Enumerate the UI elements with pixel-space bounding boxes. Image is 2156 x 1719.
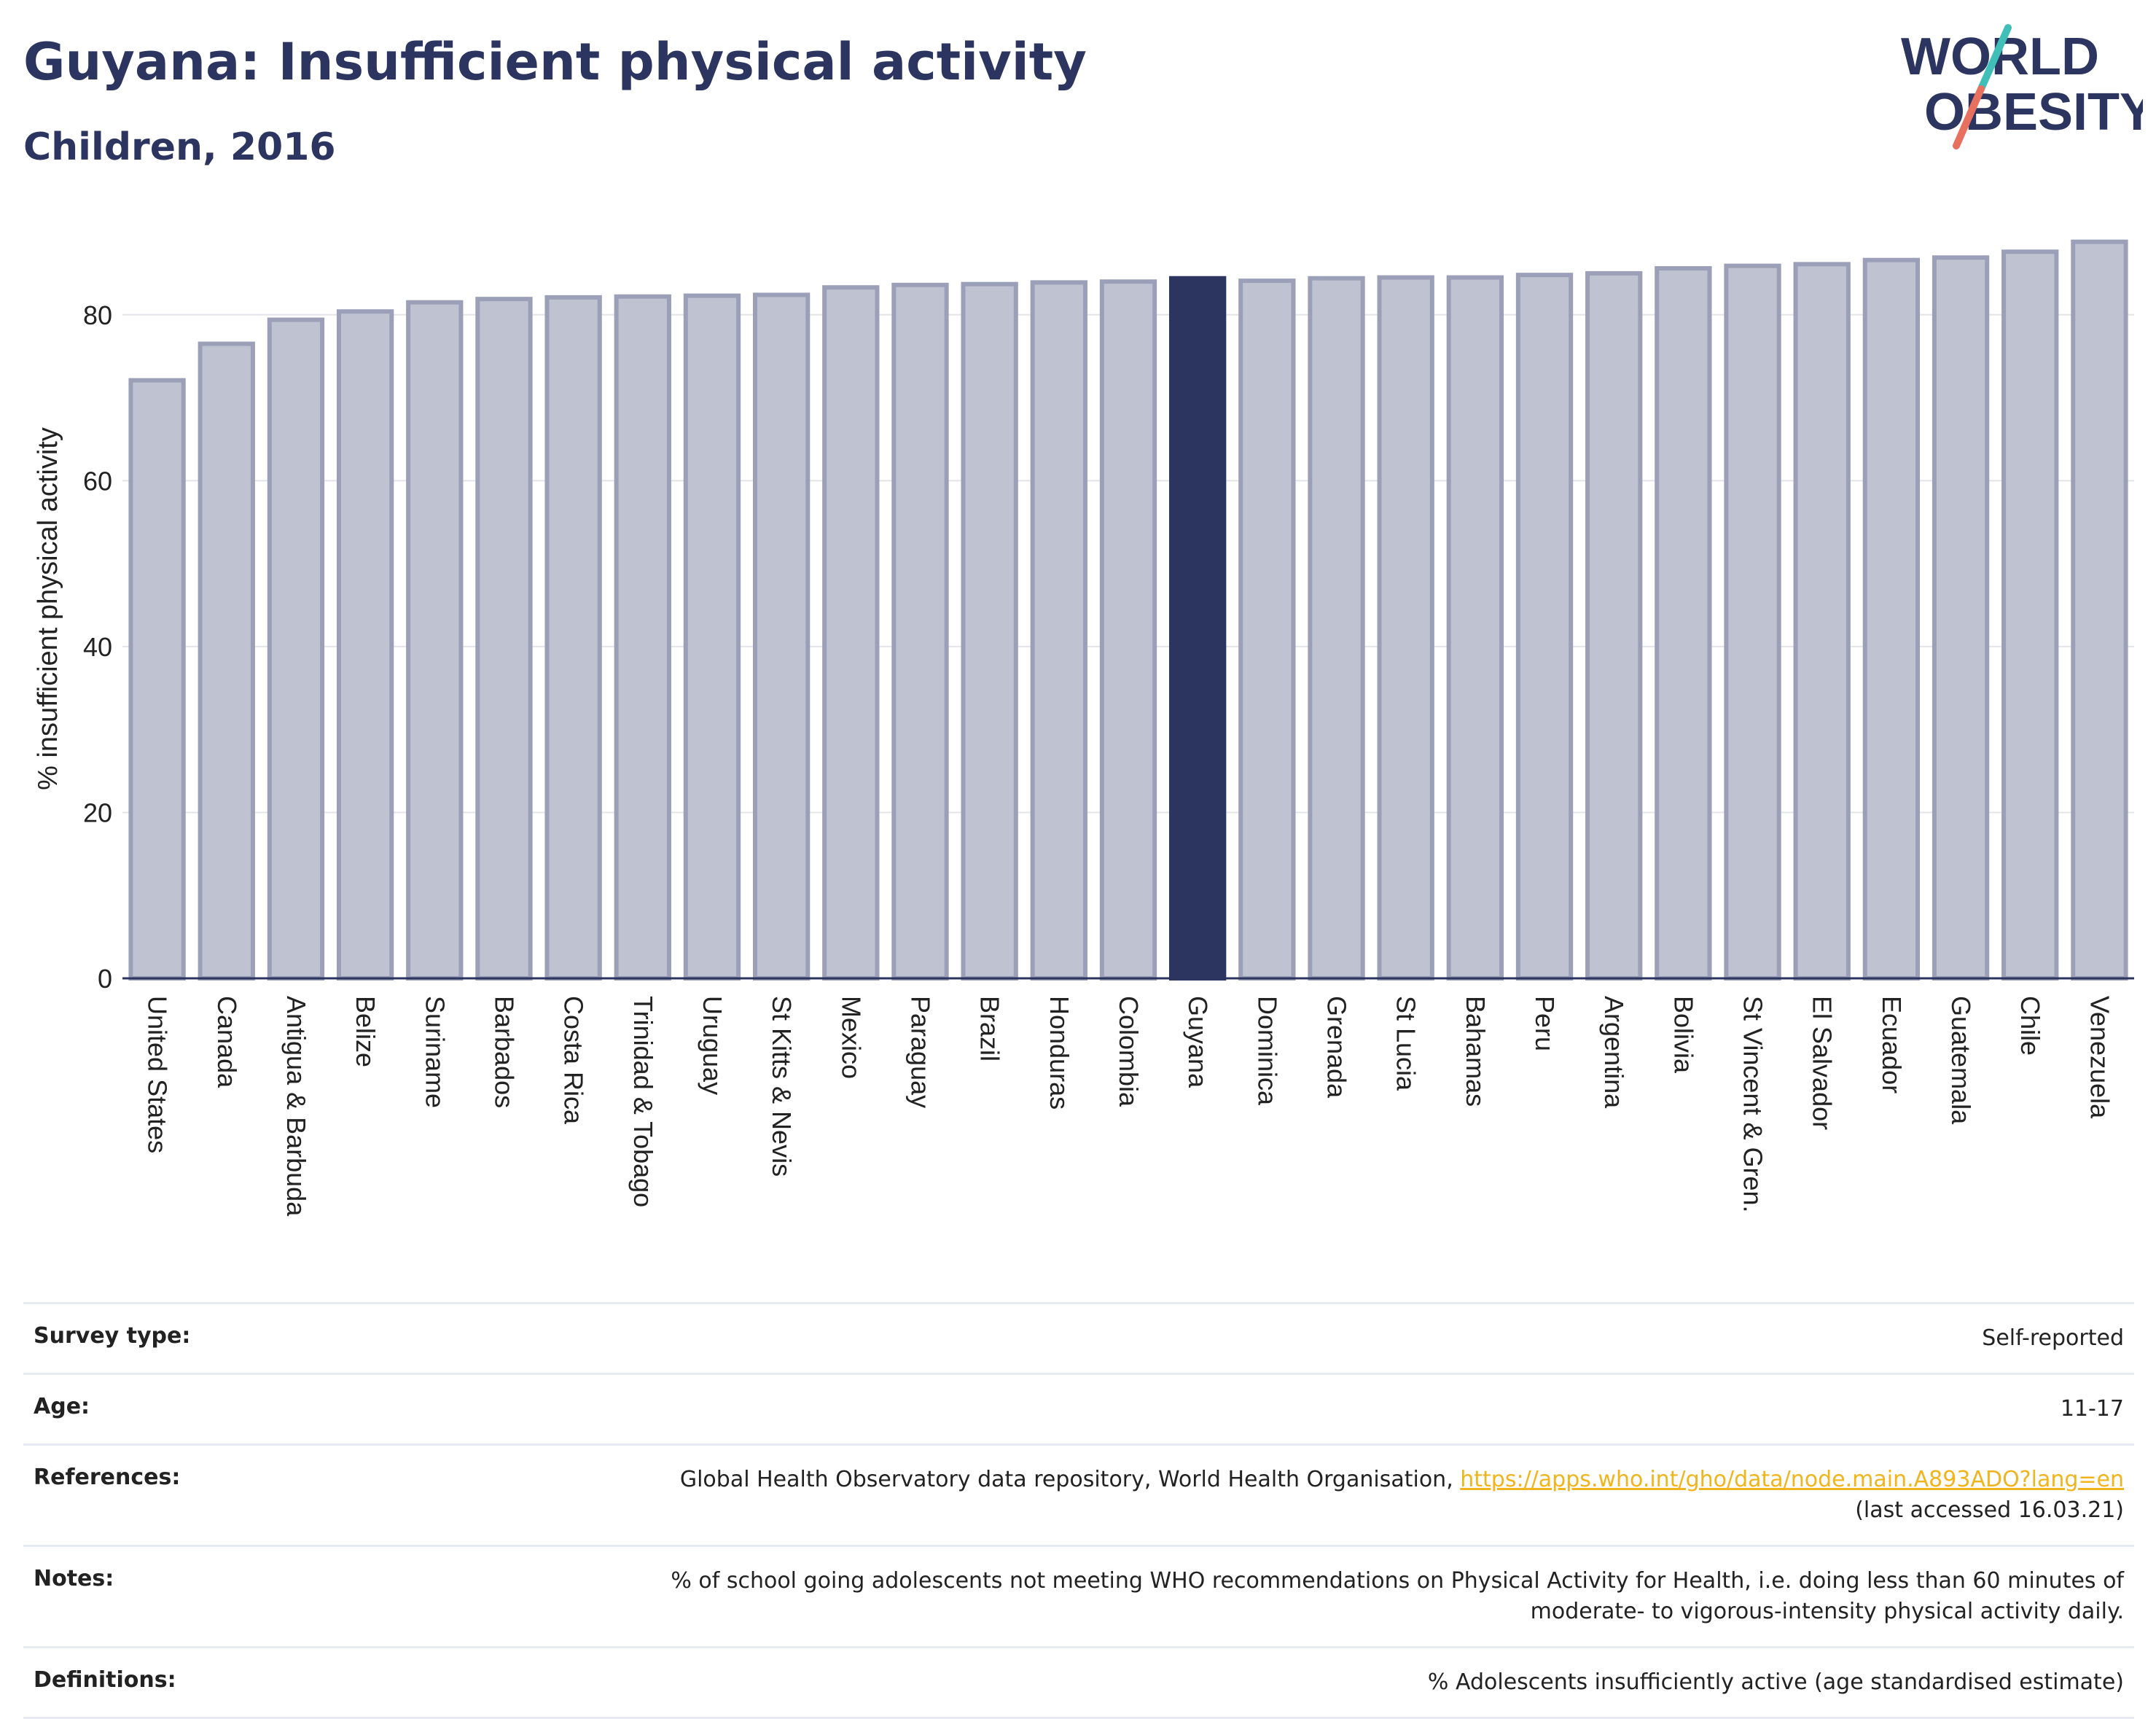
bar-honduras bbox=[1030, 280, 1087, 981]
x-tick-label: Barbados bbox=[489, 996, 519, 1108]
bar-bolivia bbox=[1655, 266, 1712, 981]
info-value: 11-17 bbox=[2060, 1396, 2124, 1422]
bar-canada bbox=[198, 341, 255, 981]
info-value: Self-reported bbox=[1982, 1325, 2124, 1351]
bar-bahamas bbox=[1446, 275, 1504, 981]
x-tick-label: Peru bbox=[1530, 996, 1560, 1051]
y-tick-label: 60 bbox=[83, 466, 112, 496]
x-tick-label: Canada bbox=[212, 996, 242, 1088]
x-tick-label: Uruguay bbox=[698, 996, 727, 1095]
bar-st-lucia bbox=[1377, 275, 1434, 981]
bar-suriname bbox=[406, 300, 464, 981]
notes-line1: % of school going adolescents not meetin… bbox=[671, 1568, 2124, 1594]
chart-title: Guyana: Insufficient physical activity bbox=[23, 32, 1087, 92]
x-tick-label: El Salvador bbox=[1808, 996, 1837, 1130]
bar-peru bbox=[1515, 273, 1574, 981]
bar-guyana bbox=[1169, 276, 1227, 981]
bar-dominica bbox=[1238, 278, 1296, 981]
bars bbox=[128, 239, 2128, 981]
y-axis-label: % insufficient physical activity bbox=[33, 427, 63, 790]
x-tick-label: Belize bbox=[351, 996, 380, 1067]
reference-link[interactable]: https://apps.who.int/gho/data/node.main.… bbox=[1460, 1467, 2124, 1492]
x-tick-label: Ecuador bbox=[1877, 996, 1907, 1094]
bar-venezuela bbox=[2071, 239, 2128, 981]
bar-uruguay bbox=[683, 293, 741, 981]
reference-accessed: (last accessed 16.03.21) bbox=[1855, 1497, 2124, 1523]
x-tick-label: Guatemala bbox=[1946, 996, 1976, 1125]
x-tick-label: Bolivia bbox=[1668, 996, 1698, 1074]
x-tick-label: Colombia bbox=[1114, 996, 1144, 1107]
bar-guatemala bbox=[1932, 255, 1990, 981]
bar-trinidad-tobago bbox=[614, 294, 671, 981]
logo-slash-coral bbox=[1953, 85, 1985, 149]
bar-colombia bbox=[1099, 279, 1157, 981]
info-value: % of school going adolescents not meetin… bbox=[335, 1546, 2134, 1648]
x-tick-label: Venezuela bbox=[2085, 996, 2114, 1119]
y-tick-label: 0 bbox=[98, 964, 112, 994]
notes-line2: moderate- to vigorous-intensity physical… bbox=[1530, 1599, 2124, 1624]
world-obesity-logo: WORLD OBESITY bbox=[1901, 24, 2143, 149]
info-label: References: bbox=[34, 1465, 181, 1490]
info-value: Global Health Observatory data repositor… bbox=[335, 1445, 2134, 1546]
x-tick-label: Brazil bbox=[975, 996, 1005, 1061]
x-tick-label: Honduras bbox=[1044, 996, 1074, 1110]
x-tick-label: Argentina bbox=[1599, 996, 1629, 1109]
bar-st-kitts-nevis bbox=[752, 292, 811, 981]
info-row-references: References: Global Health Observatory da… bbox=[23, 1444, 2134, 1546]
info-table: Survey type: Self-reported Age: 11-17 Re… bbox=[23, 1302, 2134, 1719]
y-tick-label: 40 bbox=[83, 632, 112, 662]
x-tick-label: Mexico bbox=[836, 996, 866, 1079]
info-label: Survey type: bbox=[34, 1323, 191, 1349]
bar-st-vincent-gren- bbox=[1724, 263, 1781, 981]
x-tick-label: United States bbox=[143, 996, 173, 1153]
bar-antigua-barbuda bbox=[267, 317, 325, 981]
bar-barbados bbox=[475, 297, 533, 981]
info-value: % Adolescents insufficiently active (age… bbox=[1427, 1669, 2124, 1695]
info-row-definitions: Definitions: % Adolescents insufficientl… bbox=[23, 1647, 2134, 1718]
x-tick-label: St Lucia bbox=[1391, 996, 1421, 1091]
chart-subtitle: Children, 2016 bbox=[23, 125, 336, 169]
bar-belize bbox=[336, 309, 394, 981]
logo-slash-teal bbox=[1977, 24, 2012, 93]
bar-paraguay bbox=[891, 282, 949, 981]
y-tick-label: 80 bbox=[83, 300, 112, 330]
y-tick-label: 20 bbox=[83, 798, 112, 827]
info-row-survey-type: Survey type: Self-reported bbox=[23, 1303, 2134, 1374]
x-tick-label: Suriname bbox=[420, 996, 450, 1108]
x-tick-label: St Kitts & Nevis bbox=[767, 996, 797, 1177]
info-label: Notes: bbox=[34, 1566, 114, 1591]
x-tick-label: Grenada bbox=[1322, 996, 1352, 1099]
x-tick-label: Antigua & Barbuda bbox=[281, 996, 311, 1217]
bar-ecuador bbox=[1862, 257, 1921, 981]
x-tick-label: Dominica bbox=[1252, 996, 1282, 1106]
bar-costa-rica bbox=[544, 295, 602, 981]
info-row-age: Age: 11-17 bbox=[23, 1373, 2134, 1445]
bar-united-states bbox=[128, 378, 186, 981]
x-tick-label: Paraguay bbox=[905, 996, 935, 1108]
bar-brazil bbox=[961, 281, 1018, 981]
x-tick-label: St Vincent & Gren. bbox=[1738, 996, 1768, 1213]
bar-mexico bbox=[822, 285, 880, 981]
x-tick-label: Bahamas bbox=[1461, 996, 1491, 1107]
x-tick-label: Costa Rica bbox=[559, 996, 589, 1125]
bar-chile bbox=[2001, 249, 2059, 981]
x-tick-label: Guyana bbox=[1183, 996, 1213, 1088]
axes: 0 20 40 60 80 United States Canada Antigua & Ba… bbox=[83, 300, 2134, 1217]
info-label: Definitions: bbox=[34, 1667, 176, 1693]
bar-grenada bbox=[1308, 276, 1365, 981]
x-tick-label: Chile bbox=[2015, 996, 2045, 1056]
info-label: Age: bbox=[34, 1394, 90, 1419]
bar-argentina bbox=[1585, 270, 1643, 981]
bar-el-salvador bbox=[1793, 262, 1851, 981]
bar-chart: 0 20 40 60 80 United States Canada Antigua & Ba… bbox=[33, 239, 2134, 1217]
info-row-notes: Notes: % of school going adolescents not… bbox=[23, 1545, 2134, 1648]
reference-text: Global Health Observatory data repositor… bbox=[679, 1467, 1461, 1492]
x-tick-label: Trinidad & Tobago bbox=[628, 996, 658, 1207]
